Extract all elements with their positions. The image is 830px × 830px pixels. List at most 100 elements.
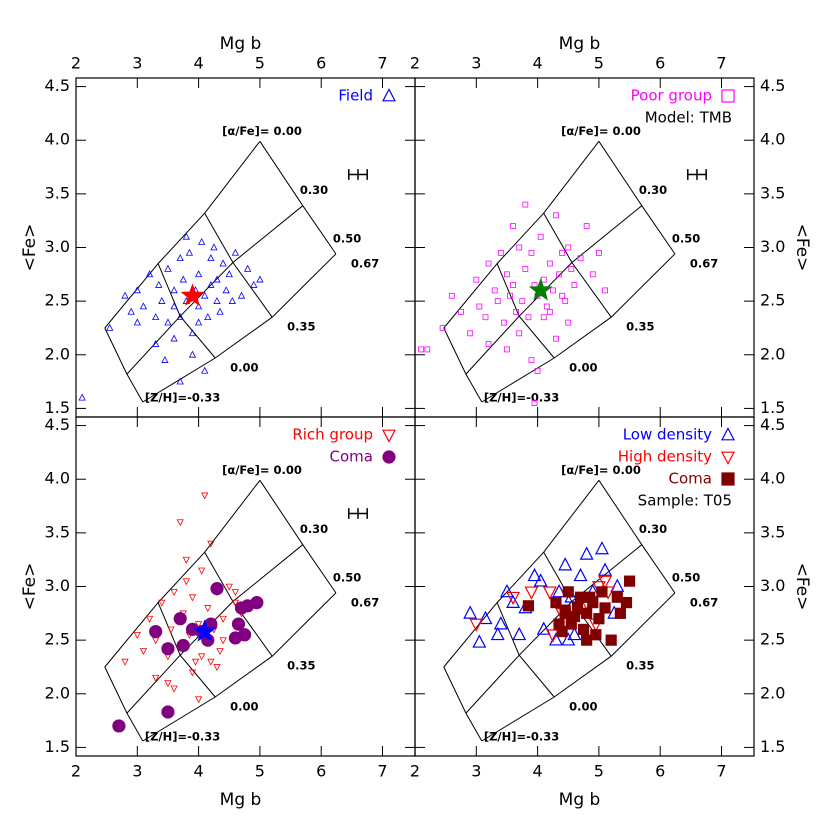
data-point <box>133 318 141 326</box>
data-point <box>228 296 236 304</box>
data-point <box>173 612 187 626</box>
legend-symbol <box>721 472 735 486</box>
data-point <box>170 685 178 693</box>
model-grid-line <box>104 327 144 403</box>
zh-label: 0.00 <box>230 360 258 374</box>
model-grid-line <box>104 140 261 329</box>
x-tick-label: 4 <box>533 762 543 781</box>
x-tick-label: 3 <box>132 762 142 781</box>
y-tick-label: 4.0 <box>760 130 785 149</box>
y-tick-label: 4.5 <box>45 76 70 95</box>
data-point <box>204 313 212 321</box>
data-point <box>497 249 504 256</box>
data-point <box>133 286 141 294</box>
data-point <box>516 330 523 337</box>
data-point <box>565 319 572 326</box>
data-point <box>587 596 599 609</box>
model-grid-line <box>204 212 273 318</box>
data-point <box>213 664 221 672</box>
model-grid-line <box>104 479 261 668</box>
data-point <box>237 291 246 299</box>
x-axis-label: Mg b <box>220 34 262 54</box>
data-point <box>213 275 221 283</box>
data-point <box>182 556 191 564</box>
error-bar <box>687 169 707 180</box>
y-tick-label: 3.0 <box>45 576 70 595</box>
x-axis-label: Mg b <box>559 790 601 810</box>
data-point <box>231 599 240 607</box>
data-point <box>525 314 532 321</box>
data-point <box>543 303 550 310</box>
data-point <box>476 303 483 310</box>
data-point <box>590 629 602 641</box>
data-point <box>207 658 215 666</box>
data-point <box>164 680 172 688</box>
model-grid-line <box>443 327 483 403</box>
data-point <box>176 638 190 653</box>
data-point <box>620 596 633 609</box>
y-axis-label: <Fe> <box>792 224 812 272</box>
data-point <box>546 308 553 315</box>
data-point <box>204 605 212 613</box>
data-point <box>198 567 206 575</box>
data-point <box>558 557 573 571</box>
model-grid-line <box>496 602 555 698</box>
data-point <box>536 621 551 635</box>
data-point <box>463 605 478 619</box>
data-point <box>207 540 215 548</box>
y-axis-label: <Fe> <box>20 224 40 272</box>
data-point <box>490 626 505 641</box>
data-point <box>491 287 498 294</box>
y-tick-label: 2.5 <box>45 630 70 649</box>
data-point <box>194 696 203 704</box>
data-point <box>219 259 227 267</box>
data-point <box>565 244 572 251</box>
data-point <box>198 653 206 661</box>
alpha-label: [α/Fe]= 0.00 <box>222 124 302 138</box>
data-point <box>605 634 617 646</box>
x-tick-label: 2 <box>410 54 420 73</box>
data-point <box>237 628 252 642</box>
alpha-label: [α/Fe]= 0.00 <box>222 463 302 477</box>
alpha-label: 0.30 <box>300 183 328 197</box>
legend-label: Poor group <box>631 87 712 105</box>
data-point <box>561 632 576 646</box>
legend-symbol <box>721 451 735 465</box>
data-point <box>531 400 538 406</box>
zh-label: 0.00 <box>569 360 597 374</box>
data-point <box>599 602 611 614</box>
legend-symbol <box>721 427 735 441</box>
y-tick-label: 2.0 <box>45 683 70 702</box>
model-grid-line <box>443 666 483 742</box>
data-point <box>152 339 160 347</box>
error-bar <box>348 508 368 519</box>
y-tick-label: 3.5 <box>760 522 785 541</box>
data-point <box>127 307 135 315</box>
data-point <box>513 308 520 315</box>
data-point <box>556 271 562 278</box>
data-point <box>579 546 594 560</box>
x-tick-label: 6 <box>316 54 326 73</box>
data-point <box>485 341 492 347</box>
data-point <box>500 319 507 326</box>
data-point <box>256 275 264 283</box>
data-point <box>550 596 562 609</box>
model-grid-line <box>157 602 216 698</box>
data-point <box>182 578 191 586</box>
data-point <box>188 594 197 602</box>
legend-label: Coma <box>669 470 712 488</box>
data-point <box>188 329 197 337</box>
data-point <box>559 292 566 299</box>
annotation: Model: TMB <box>645 109 732 127</box>
data-point <box>512 626 527 641</box>
data-point <box>504 271 510 278</box>
data-point <box>133 631 141 639</box>
model-grid-line <box>443 479 600 668</box>
x-tick-label: 6 <box>655 762 665 781</box>
data-point <box>231 248 240 256</box>
y-tick-label: 4.0 <box>45 130 70 149</box>
x-tick-label: 2 <box>71 762 81 781</box>
data-point <box>552 583 567 598</box>
data-point <box>216 307 224 315</box>
data-point <box>553 212 559 219</box>
